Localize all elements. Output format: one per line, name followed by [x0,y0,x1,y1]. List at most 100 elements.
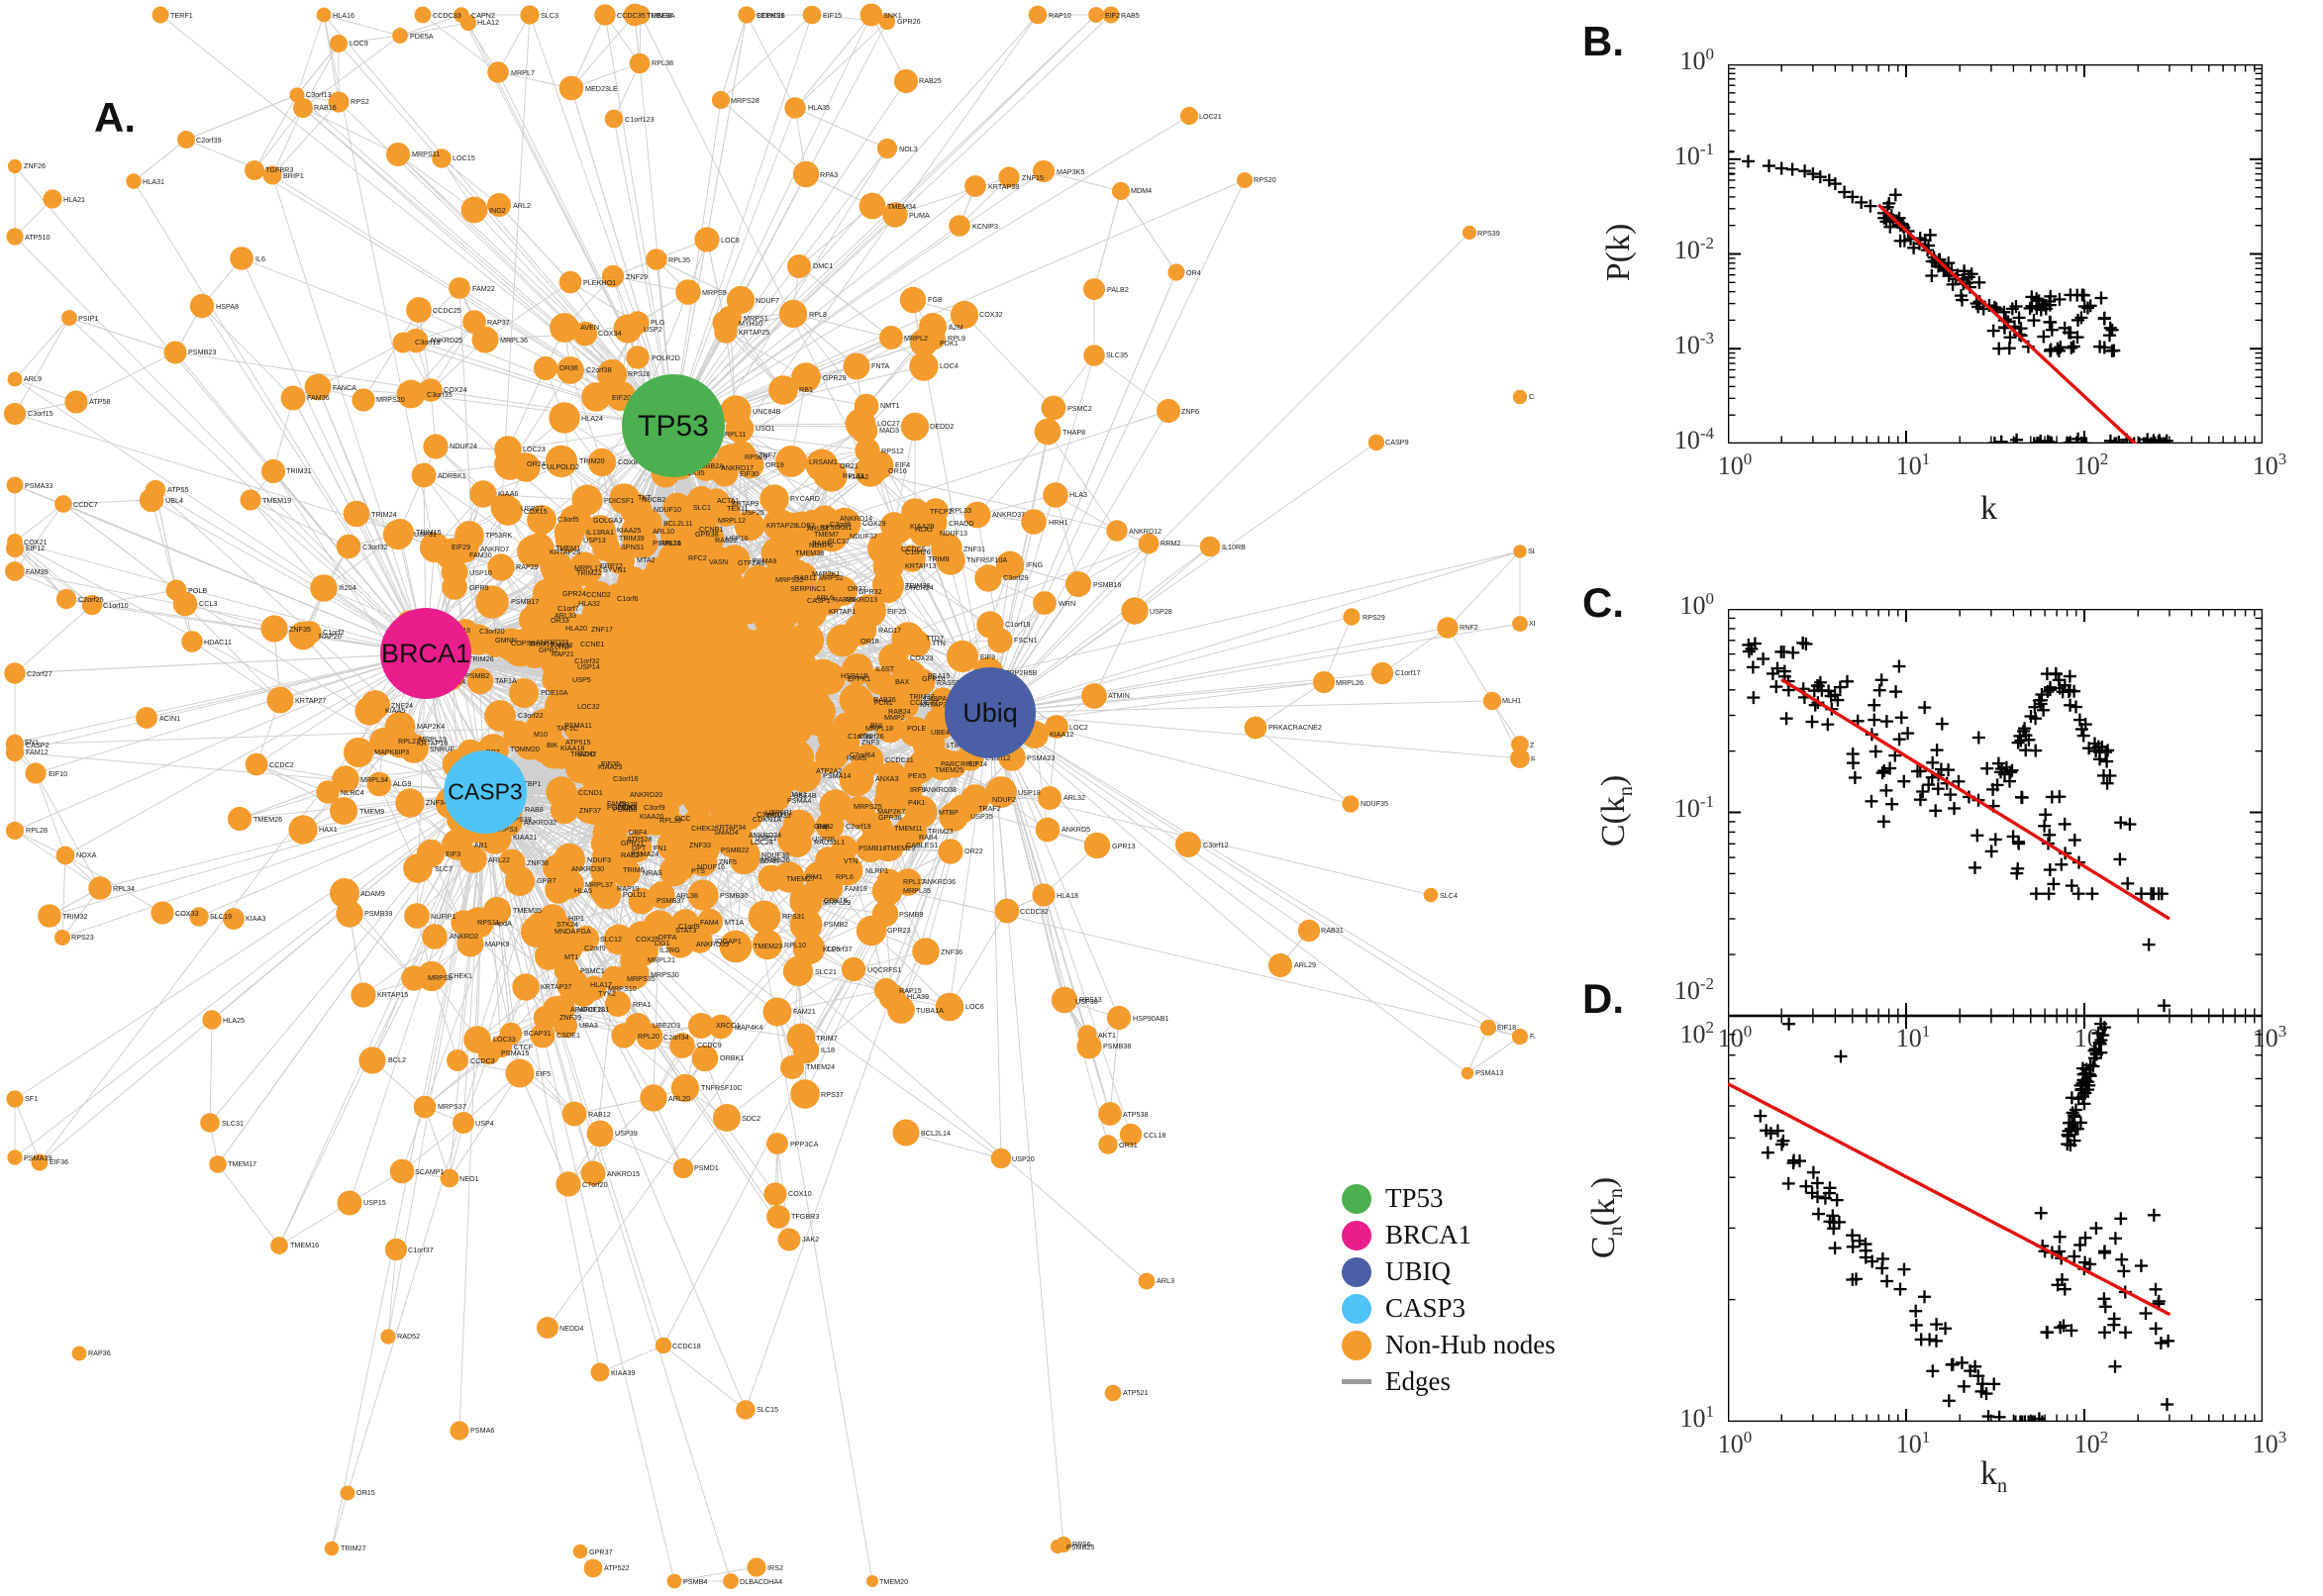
svg-text:PSMA23: PSMA23 [1027,753,1055,762]
svg-text:CRADD: CRADD [949,519,974,528]
svg-text:POLE: POLE [907,724,926,733]
svg-text:KIAA12: KIAA12 [1050,730,1073,739]
svg-text:CCDC35: CCDC35 [617,11,646,20]
svg-text:PSMB9: PSMB9 [899,910,923,919]
svg-text:FN1: FN1 [654,844,667,852]
svg-text:NOXA: NOXA [76,850,97,859]
svg-text:TRIM6: TRIM6 [623,865,645,874]
svg-text:LRSAM1: LRSAM1 [809,457,838,466]
svg-text:NMT1: NMT1 [880,401,900,410]
svg-text:C7orf20: C7orf20 [582,1180,608,1189]
svg-text:VTN: VTN [844,856,858,865]
svg-text:ATMIN: ATMIN [1108,691,1130,700]
svg-text:GPR13: GPR13 [1112,842,1136,850]
svg-text:KRTAP15: KRTAP15 [377,990,408,999]
svg-text:MRPL37: MRPL37 [585,880,613,889]
svg-text:SLC31: SLC31 [222,1119,244,1128]
svg-text:OR16: OR16 [888,466,907,475]
svg-text:TMEM38: TMEM38 [795,549,824,557]
svg-text:C3orf5: C3orf5 [557,515,579,524]
svg-text:MRPS20: MRPS20 [376,395,405,404]
svg-text:FGB: FGB [928,295,943,304]
svg-text:TRIM22: TRIM22 [576,568,602,577]
svg-text:NDUF13: NDUF13 [940,529,967,538]
svg-text:NDUF38: NDUF38 [761,850,789,859]
svg-text:RPL38: RPL38 [652,58,673,67]
svg-text:MRPL7: MRPL7 [511,68,535,77]
svg-text:KRTAP28: KRTAP28 [766,521,797,530]
svg-text:MAP2K4: MAP2K4 [417,722,445,731]
svg-text:RAP15: RAP15 [899,986,922,995]
svg-text:RAB25: RAB25 [919,76,942,85]
svg-text:ANKRD15: ANKRD15 [607,1169,640,1178]
svg-text:C2orf37: C2orf37 [827,945,853,953]
svg-text:BIK: BIK [547,741,558,749]
svg-text:NEO1: NEO1 [459,1174,479,1183]
svg-text:XRCC5: XRCC5 [1529,619,1535,628]
svg-text:MAP3K5: MAP3K5 [1057,167,1084,176]
svg-text:HLA25: HLA25 [223,1016,245,1025]
svg-text:TMEM27: TMEM27 [786,874,815,883]
svg-text:ZNF24: ZNF24 [391,701,413,710]
svg-text:PEX5: PEX5 [908,771,926,780]
svg-text:MT1A: MT1A [725,918,744,927]
svg-text:C1orf30: C1orf30 [848,732,873,741]
svg-text:KCNIP3: KCNIP3 [972,222,998,231]
svg-text:CCDC26: CCDC26 [757,11,785,20]
svg-text:USP18: USP18 [1018,788,1041,797]
svg-text:PRKACRACNE2: PRKACRACNE2 [1268,723,1322,732]
svg-text:USP10: USP10 [469,568,492,577]
svg-text:DMC1: DMC1 [813,261,833,270]
svg-text:SLC21: SLC21 [815,967,837,976]
svg-text:ZNF15: ZNF15 [1022,173,1044,182]
svg-text:ANKRD12: ANKRD12 [1129,527,1162,536]
svg-text:PSMD1: PSMD1 [694,1163,719,1172]
svg-text:C3orf10: C3orf10 [757,810,782,819]
svg-text:CASP9: CASP9 [1385,438,1409,447]
svg-text:TRIM37: TRIM37 [909,692,935,701]
svg-text:MRPL12: MRPL12 [718,516,746,525]
svg-text:RPL31: RPL31 [843,471,864,480]
svg-text:MAP2K1: MAP2K1 [812,569,840,578]
svg-text:BCL2: BCL2 [388,1055,406,1064]
svg-text:ATP521: ATP521 [1123,1388,1148,1397]
svg-text:HLA18: HLA18 [1057,891,1078,900]
svg-text:TRIM15: TRIM15 [416,528,442,537]
svg-text:TMEM26: TMEM26 [253,815,282,824]
svg-text:RAP29: RAP29 [516,562,539,571]
svg-text:MDM4: MDM4 [1131,186,1152,195]
svg-text:RNF2: RNF2 [1460,623,1478,632]
svg-text:ATP515: ATP515 [565,738,590,747]
svg-text:MRPS10: MRPS10 [608,984,637,993]
svg-text:NLRC4: NLRC4 [341,788,364,797]
svg-text:RPA1: RPA1 [633,1000,651,1009]
svg-text:TRIM27: TRIM27 [341,1544,366,1552]
svg-text:C3orf13: C3orf13 [306,90,332,99]
svg-text:HLA16: HLA16 [333,11,354,20]
svg-text:SCAMP1: SCAMP1 [415,1167,445,1176]
svg-text:TMEM35: TMEM35 [513,906,542,915]
svg-text:EIF5: EIF5 [536,1069,551,1078]
svg-text:ANKRD20: ANKRD20 [630,790,662,799]
svg-text:FAM39: FAM39 [26,567,49,576]
svg-text:ANKRD30: ANKRD30 [571,864,604,873]
svg-text:TMEM20: TMEM20 [879,1577,908,1586]
svg-text:USP13: USP13 [583,536,606,545]
svg-text:HLA3: HLA3 [1069,490,1087,499]
svg-text:RAP19: RAP19 [617,884,640,893]
svg-text:LDB2: LDB2 [797,521,815,530]
svg-text:RPS31: RPS31 [782,912,805,921]
svg-text:COX33: COX33 [175,909,199,918]
svg-text:TERF1: TERF1 [170,11,193,20]
svg-text:CCDC7: CCDC7 [73,500,98,509]
svg-text:TFCP2: TFCP2 [930,507,953,516]
svg-text:ANKRD32: ANKRD32 [524,818,556,827]
svg-text:ZNF29: ZNF29 [626,272,648,281]
svg-text:NUCB2: NUCB2 [642,495,665,504]
svg-text:KRTAP27: KRTAP27 [295,696,326,705]
svg-text:TRIM20: TRIM20 [579,456,605,465]
svg-text:MAPK9: MAPK9 [485,940,509,948]
svg-text:C3orf29: C3orf29 [1003,573,1029,582]
svg-text:ARL10: ARL10 [653,527,674,536]
svg-text:PYCARD: PYCARD [790,494,820,503]
